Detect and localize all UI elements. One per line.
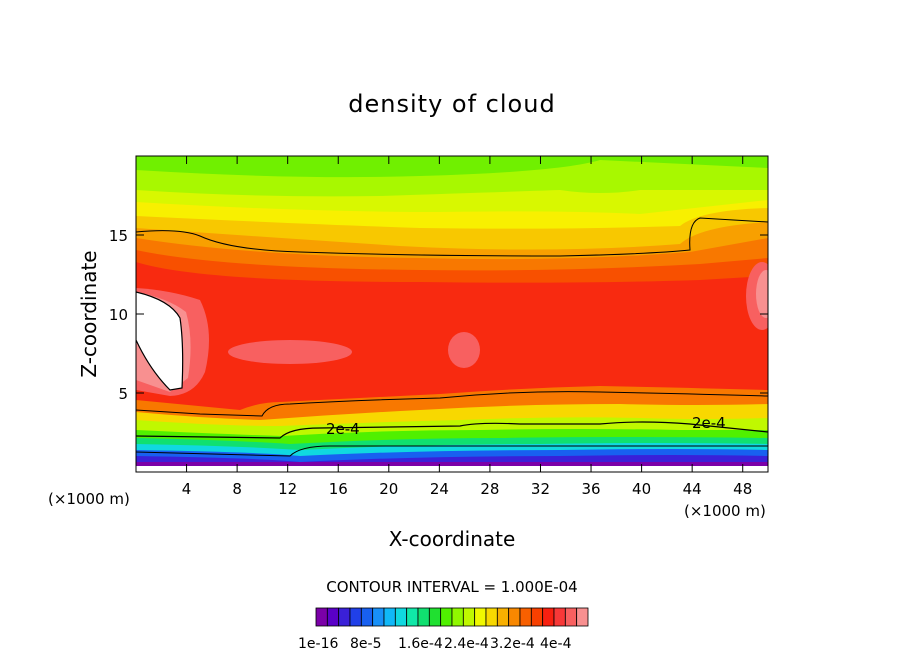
colorbar-swatch (315, 607, 328, 627)
colorbar-swatch (440, 607, 453, 627)
colorbar-swatch (372, 607, 385, 627)
colorbar-swatch (485, 607, 498, 627)
x-tick-label: 16 (329, 480, 348, 498)
x-tick-label: 44 (683, 480, 702, 498)
chart-title: density of cloud (348, 90, 555, 118)
x-axis-ticks: 4 8 12 16 20 24 28 32 36 40 44 48 (182, 156, 752, 498)
y-axis-ticks: 5 10 15 (109, 227, 768, 403)
x-tick-label: 28 (480, 480, 499, 498)
x-tick-label: 36 (581, 480, 600, 498)
colorbar-tick-label: 1.6e-4 (398, 636, 443, 652)
contour-line-lower3 (136, 445, 768, 457)
blob-pink-center2 (448, 332, 480, 368)
band-white-bottom (136, 466, 768, 472)
colorbar-tick-label: 3.2e-4 (490, 636, 535, 652)
colorbar-swatch (338, 607, 351, 627)
colorbar-swatch (417, 607, 430, 627)
x-tick-label: 48 (733, 480, 752, 498)
colorbar-swatch (519, 607, 532, 627)
colorbar-swatch (508, 607, 521, 627)
contour-interval-text: CONTOUR INTERVAL = 1.000E-04 (326, 578, 577, 596)
y-tick-label: 5 (118, 385, 128, 403)
colorbar-tick-label: 1e-16 (298, 636, 338, 652)
colorbar (315, 607, 589, 627)
colorbar-labels: 1e-16 8e-5 1.6e-4 2.4e-4 3.2e-4 4e-4 (298, 636, 572, 652)
colorbar-swatch (428, 607, 442, 627)
colorbar-swatch (360, 607, 374, 627)
contour-line-2e-4 (136, 421, 768, 439)
blob-white-max (136, 291, 184, 391)
colorbar-swatch (349, 607, 362, 627)
blob-pink-center (228, 340, 352, 364)
colorbar-swatch (451, 607, 464, 627)
blob-pink-right-light (756, 270, 768, 318)
contour-line-upper (136, 217, 768, 257)
colorbar-tick-label: 8e-5 (350, 636, 381, 652)
x-tick-label: 8 (232, 480, 242, 498)
colorbar-swatch (553, 607, 566, 627)
colorbar-swatch (530, 607, 544, 627)
y-tick-label: 15 (109, 227, 128, 245)
colorbar-swatch (564, 607, 578, 627)
colorbar-swatch (394, 607, 408, 627)
x-axis-label: X-coordinate (389, 527, 516, 551)
x-unit-right: (×1000 m) (684, 502, 766, 520)
y-tick-label: 10 (109, 306, 128, 324)
x-unit-left: (×1000 m) (48, 490, 130, 508)
x-tick-label: 12 (278, 480, 297, 498)
x-tick-label: 4 (182, 480, 192, 498)
contour-label-2: 2e-4 (692, 414, 726, 432)
y-axis-label: Z-coordinate (77, 250, 101, 377)
colorbar-tick-label: 4e-4 (540, 636, 572, 652)
colorbar-swatch (406, 607, 419, 627)
contour-line-lower1 (136, 391, 768, 417)
colorbar-swatch (462, 607, 476, 627)
x-tick-label: 24 (430, 480, 449, 498)
colorbar-swatch (542, 607, 555, 627)
plot-area (136, 156, 768, 472)
x-tick-label: 20 (379, 480, 398, 498)
contour-label-1: 2e-4 (326, 420, 360, 438)
colorbar-tick-label: 2.4e-4 (444, 636, 489, 652)
colorbar-swatch (496, 607, 510, 627)
colorbar-swatch (474, 607, 487, 627)
x-tick-label: 40 (632, 480, 651, 498)
colorbar-swatch (383, 607, 396, 627)
x-tick-label: 32 (531, 480, 550, 498)
colorbar-swatch (326, 607, 340, 627)
colorbar-swatch (576, 607, 589, 627)
